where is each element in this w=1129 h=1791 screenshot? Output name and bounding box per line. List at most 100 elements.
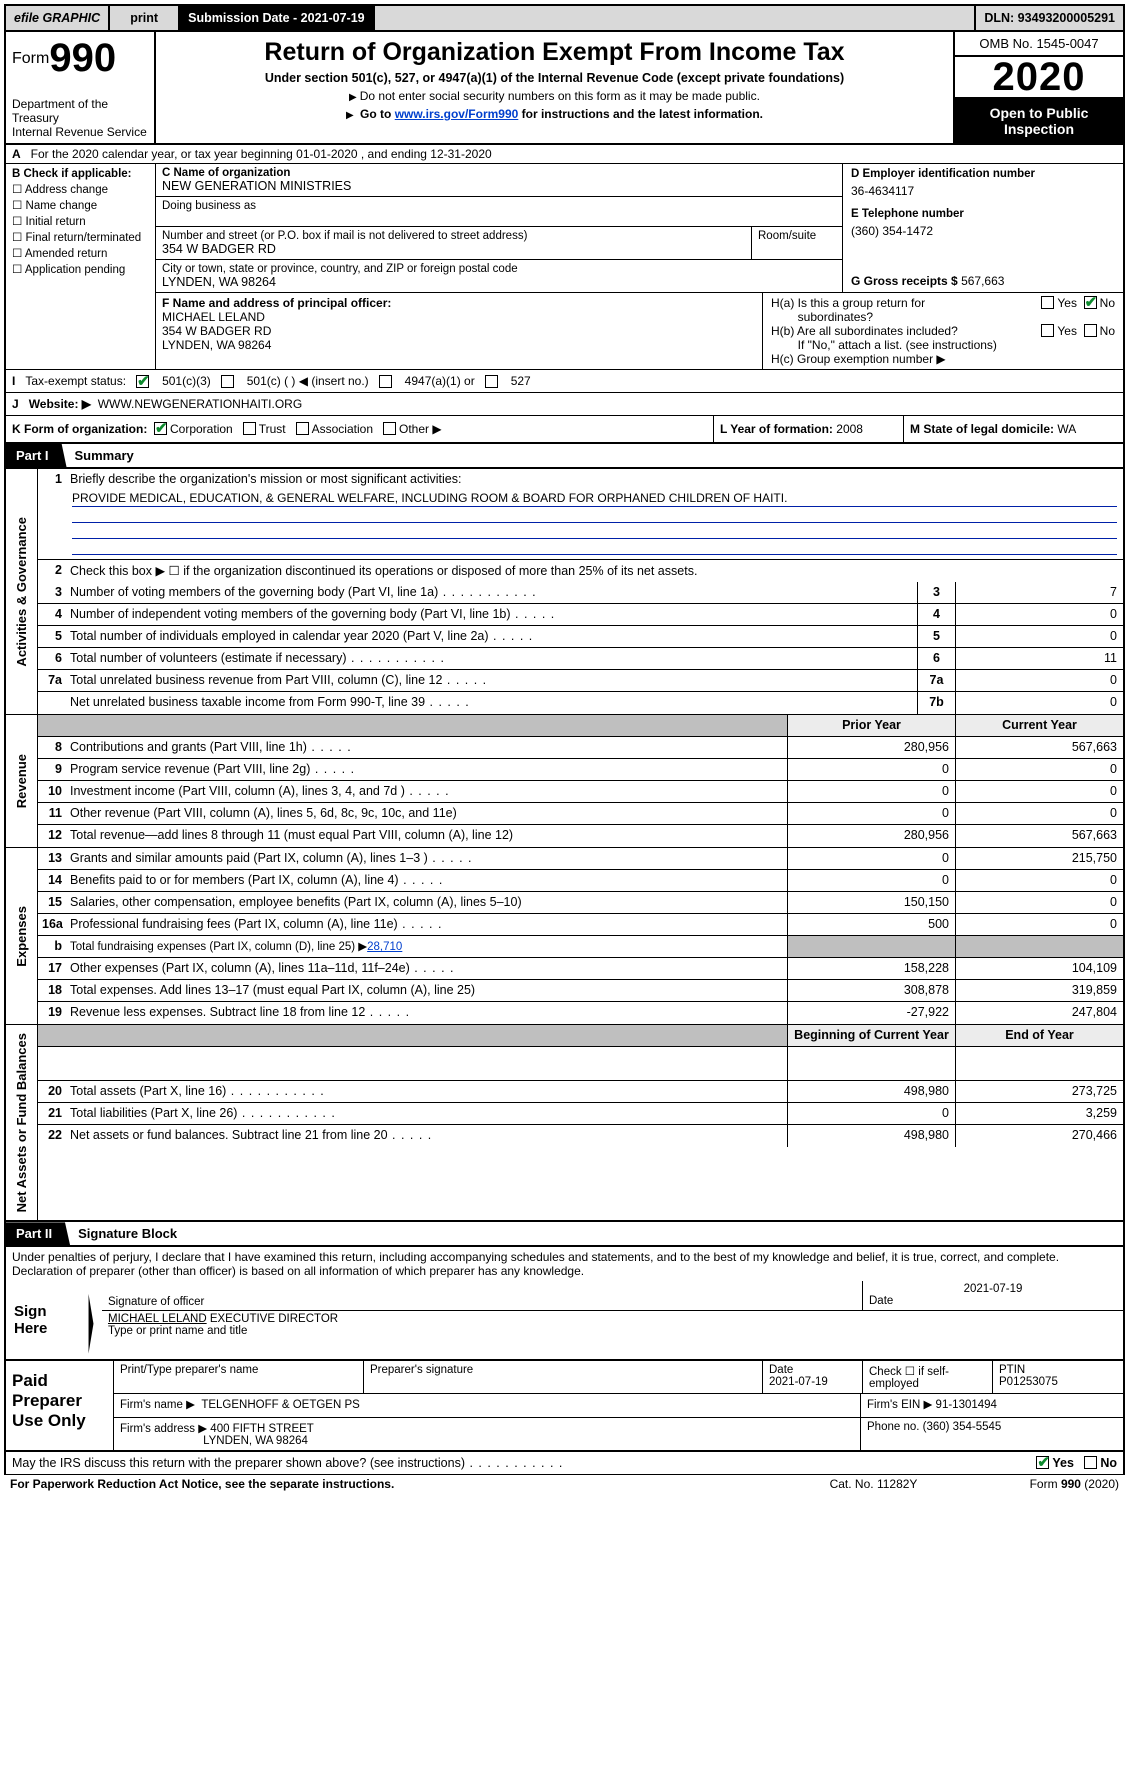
discuss-no[interactable]	[1084, 1456, 1097, 1469]
form-subtitle-1: Under section 501(c), 527, or 4947(a)(1)…	[164, 71, 945, 85]
ha-no[interactable]	[1084, 296, 1097, 309]
net-assets-section: Net Assets or Fund Balances Beginning of…	[4, 1025, 1125, 1222]
row-j: J Website: ▶ WWW.NEWGENERATIONHAITI.ORG	[4, 392, 1125, 415]
prep-self-employed: Check ☐ if self-employed	[863, 1361, 993, 1393]
mission-text: PROVIDE MEDICAL, EDUCATION, & GENERAL WE…	[72, 491, 1117, 507]
ha-yes[interactable]	[1041, 296, 1054, 309]
line-4: Number of independent voting members of …	[66, 604, 917, 625]
hb-no[interactable]	[1084, 324, 1097, 337]
chk-association[interactable]	[296, 422, 309, 435]
governance-section: Activities & Governance 1 Briefly descri…	[4, 469, 1125, 715]
sign-here-label: Sign Here	[6, 1281, 86, 1359]
line-16a: Professional fundraising fees (Part IX, …	[66, 914, 787, 935]
line-22: Net assets or fund balances. Subtract li…	[66, 1125, 787, 1147]
val-3: 7	[955, 582, 1123, 603]
part-2-header: Part II Signature Block	[4, 1222, 1125, 1247]
paid-preparer-label: Paid Preparer Use Only	[6, 1361, 114, 1450]
line-10: Investment income (Part VIII, column (A)…	[66, 781, 787, 802]
expenses-section: Expenses 13Grants and similar amounts pa…	[4, 848, 1125, 1025]
chk-name-change[interactable]: ☐ Name change	[12, 198, 149, 212]
gross-receipts-label: G Gross receipts $	[851, 274, 958, 288]
sig-date-value: 2021-07-19	[869, 1283, 1117, 1295]
row-klm: K Form of organization: Corporation Trus…	[4, 415, 1125, 444]
chk-application-pending[interactable]: ☐ Application pending	[12, 262, 149, 276]
submission-date: Submission Date - 2021-07-19	[180, 6, 374, 30]
gross-receipts-value: 567,663	[961, 274, 1004, 288]
discuss-yes[interactable]	[1036, 1456, 1049, 1469]
open-to-public: Open to Public Inspection	[955, 99, 1123, 143]
typed-name-label: Type or print name and title	[108, 1325, 247, 1337]
paid-preparer-block: Paid Preparer Use Only Print/Type prepar…	[4, 1361, 1125, 1452]
chk-527[interactable]	[485, 375, 498, 388]
entity-block: B Check if applicable: ☐ Address change …	[4, 164, 1125, 369]
vtab-net-assets: Net Assets or Fund Balances	[6, 1025, 38, 1220]
chk-501c3[interactable]	[136, 375, 149, 388]
sign-arrow-icon	[86, 1281, 96, 1359]
principal-officer: F Name and address of principal officer:…	[156, 293, 763, 369]
phone-label: E Telephone number	[851, 208, 1115, 220]
hb-yes[interactable]	[1041, 324, 1054, 337]
chk-4947[interactable]	[379, 375, 392, 388]
discuss-with-preparer: May the IRS discuss this return with the…	[4, 1452, 1125, 1475]
line-6: Total number of volunteers (estimate if …	[66, 648, 917, 669]
irs-link[interactable]: www.irs.gov/Form990	[395, 107, 519, 121]
prep-ptin: PTINP01253075	[993, 1361, 1123, 1393]
print-button[interactable]: print	[110, 6, 180, 30]
form-title: Return of Organization Exempt From Incom…	[164, 38, 945, 67]
line-2: Check this box ▶ ☐ if the organization d…	[66, 560, 1123, 582]
dba-cell: Doing business as	[156, 197, 842, 227]
chk-corporation[interactable]	[154, 422, 167, 435]
state-domicile: M State of legal domicile: WA	[903, 416, 1123, 442]
org-name-cell: C Name of organization NEW GENERATION MI…	[156, 164, 842, 197]
row-i: I Tax-exempt status: 501(c)(3) 501(c) ( …	[4, 369, 1125, 392]
col-prior-year: Prior Year	[787, 715, 955, 736]
line-19: Revenue less expenses. Subtract line 18 …	[66, 1002, 787, 1024]
efile-bar: efile GRAPHIC print Submission Date - 20…	[4, 4, 1125, 32]
footer-paperwork: For Paperwork Reduction Act Notice, see …	[10, 1477, 830, 1491]
street-cell: Number and street (or P.O. box if mail i…	[156, 227, 842, 260]
line-9: Program service revenue (Part VIII, line…	[66, 759, 787, 780]
part-1-header: Part I Summary	[4, 444, 1125, 469]
dln: DLN: 93493200005291	[976, 6, 1123, 30]
revenue-section: Revenue Prior YearCurrent Year 8Contribu…	[4, 715, 1125, 848]
chk-amended-return[interactable]: ☐ Amended return	[12, 246, 149, 260]
ein-value: 36-4634117	[851, 184, 1115, 198]
officer-name: MICHAEL LELAND	[108, 1313, 207, 1325]
form-header: Form990 Department of the Treasury Inter…	[4, 32, 1125, 145]
ein-label: D Employer identification number	[851, 168, 1115, 180]
chk-501c[interactable]	[221, 375, 234, 388]
vtab-expenses: Expenses	[6, 848, 38, 1024]
h-a: H(a) Is this a group return for Yes No s…	[771, 296, 1115, 324]
chk-other[interactable]	[383, 422, 396, 435]
firm-phone: Phone no. (360) 354-5545	[861, 1418, 1123, 1450]
firm-ein: Firm's EIN ▶ 91-1301494	[861, 1394, 1123, 1417]
perjury-statement: Under penalties of perjury, I declare th…	[4, 1247, 1125, 1281]
tax-year: 2020	[955, 57, 1123, 99]
line-11: Other revenue (Part VIII, column (A), li…	[66, 803, 787, 824]
form-subtitle-2: Do not enter social security numbers on …	[164, 89, 945, 103]
h-b: H(b) Are all subordinates included? Yes …	[771, 324, 1115, 352]
form-number: Form990	[12, 36, 148, 81]
prep-name-header: Print/Type preparer's name	[114, 1361, 364, 1393]
val-7b: 0	[955, 692, 1123, 714]
col-beg-year: Beginning of Current Year	[787, 1025, 955, 1046]
efile-blank	[375, 6, 977, 30]
year-formation: L Year of formation: 2008	[713, 416, 903, 442]
chk-address-change[interactable]: ☐ Address change	[12, 182, 149, 196]
val-5: 0	[955, 626, 1123, 647]
room-suite: Room/suite	[752, 227, 842, 259]
omb-number: OMB No. 1545-0047	[955, 32, 1123, 57]
chk-trust[interactable]	[243, 422, 256, 435]
chk-final-return[interactable]: ☐ Final return/terminated	[12, 230, 149, 244]
vtab-governance: Activities & Governance	[6, 469, 38, 714]
line-14: Benefits paid to or for members (Part IX…	[66, 870, 787, 891]
line-7b: Net unrelated business taxable income fr…	[66, 692, 917, 714]
chk-initial-return[interactable]: ☐ Initial return	[12, 214, 149, 228]
line-5: Total number of individuals employed in …	[66, 626, 917, 647]
sig-officer-label: Signature of officer	[108, 1296, 204, 1308]
prep-date: Date2021-07-19	[763, 1361, 863, 1393]
line-21: Total liabilities (Part X, line 26)	[66, 1103, 787, 1124]
line-20: Total assets (Part X, line 16)	[66, 1081, 787, 1102]
line-3: Number of voting members of the governin…	[66, 582, 917, 603]
val-6: 11	[955, 648, 1123, 669]
